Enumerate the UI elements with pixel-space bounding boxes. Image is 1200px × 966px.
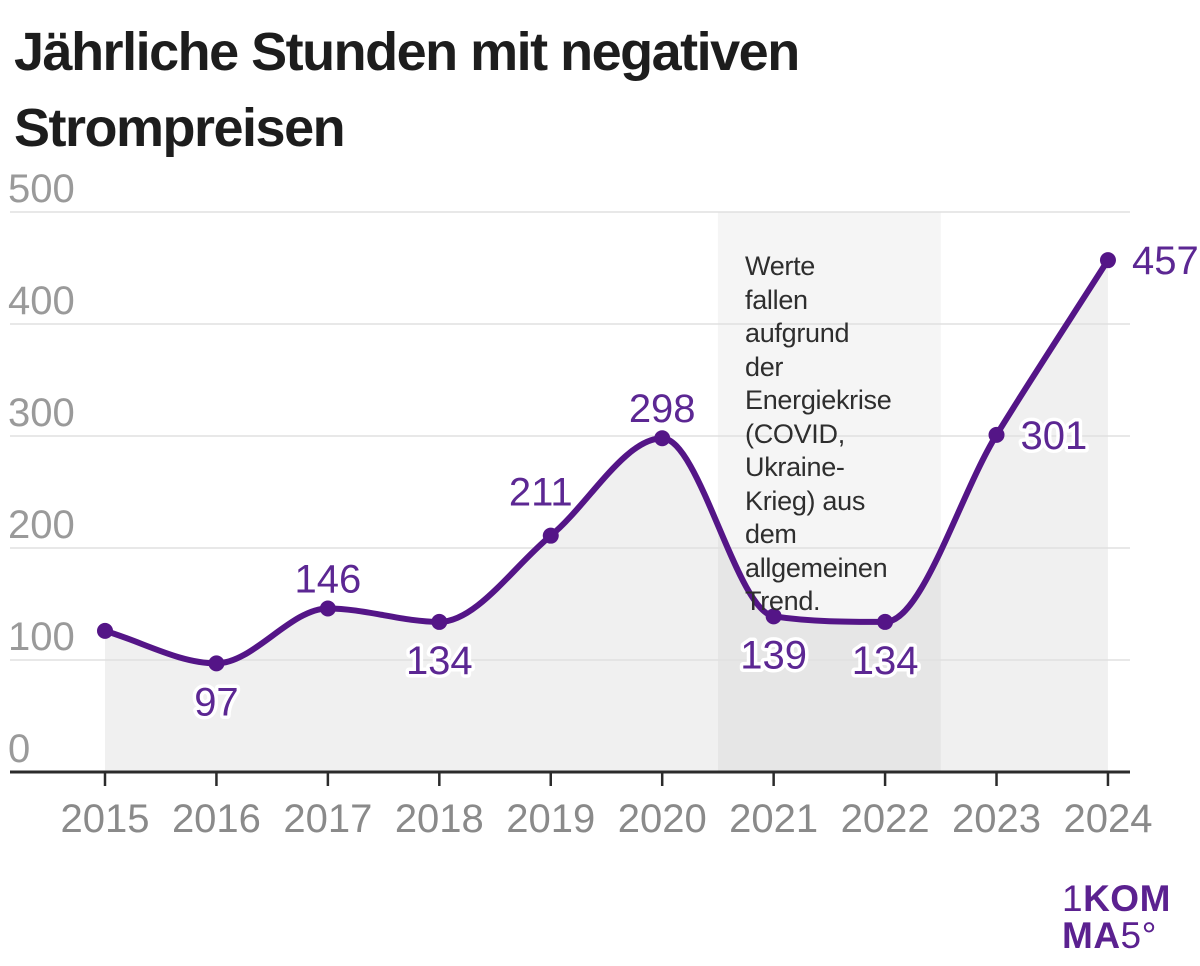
annotation-line: dem: [745, 519, 797, 549]
data-point-2023: [988, 426, 1005, 443]
data-point-2019: [542, 527, 559, 544]
x-axis-tick-label: 2018: [395, 797, 484, 841]
y-axis-tick-label: 400: [8, 279, 75, 323]
x-axis-tick-label: 2024: [1063, 797, 1152, 841]
annotation-line: Ukraine-: [745, 452, 845, 482]
logo-text-part: KOM: [1083, 878, 1171, 919]
annotation-text: Werte fallen aufgrund der Energiekrise (COVID…: [745, 250, 930, 619]
y-axis-tick-label: 300: [8, 391, 75, 435]
x-axis-tick-label: 2021: [729, 797, 818, 841]
x-axis-tick-label: 2015: [61, 797, 150, 841]
data-point-2021: [765, 608, 782, 625]
data-label-2020: 298: [629, 387, 696, 431]
annotation-line: Trend.: [745, 586, 821, 616]
data-point-2016: [208, 655, 225, 672]
logo-text-part: MA: [1062, 915, 1121, 956]
x-axis-tick-label: 2016: [172, 797, 261, 841]
annotation-line: der: [745, 351, 784, 382]
x-axis-tick-label: 2017: [283, 797, 372, 841]
y-axis-tick-label: 200: [8, 503, 75, 547]
chart-title-line2: Strompreisen: [14, 98, 346, 158]
data-label-2019: 211: [509, 471, 573, 515]
data-point-2022: [877, 613, 894, 630]
logo-text-part: 1: [1062, 878, 1084, 919]
data-label-2022: 134: [852, 639, 919, 683]
annotation-line: fallen: [745, 284, 808, 315]
chart-title: Jährliche Stunden mit negativen Strompre…: [14, 14, 800, 166]
annotation-line: Krieg) aus: [745, 485, 866, 516]
annotation-line: allgemeinen: [745, 552, 888, 583]
data-point-2017: [319, 600, 336, 617]
annotation-line: (COVID,: [745, 418, 845, 449]
chart-title-line1: Jährliche Stunden mit negativen: [14, 22, 800, 82]
data-point-2018: [431, 613, 448, 630]
data-label-2018: 134: [406, 639, 473, 683]
highlight-band: [717, 212, 941, 772]
data-label-2021: 139: [740, 633, 807, 677]
data-label-2024: 457: [1132, 239, 1199, 283]
data-point-2020: [654, 430, 671, 447]
logo-line2: MA5°: [1062, 917, 1171, 954]
logo-text-part: 5°: [1120, 915, 1157, 956]
x-axis-tick-label: 2019: [506, 797, 595, 841]
y-axis-tick-label: 100: [8, 615, 75, 659]
data-point-2024: [1099, 252, 1116, 269]
annotation-line: Energiekrise: [745, 385, 892, 415]
x-axis-tick-label: 2022: [841, 797, 930, 841]
trend-line: [102, 257, 1111, 667]
data-label-2016: 97: [194, 680, 239, 724]
x-axis-tick-label: 2023: [952, 797, 1041, 841]
data-point-2015: [97, 622, 113, 639]
logo-1komma5: 1KOM MA5°: [1062, 880, 1171, 954]
x-axis-tick-label: 2020: [618, 797, 707, 841]
y-axis-tick-label: 0: [8, 727, 30, 771]
y-axis-tick-label: 500: [8, 167, 75, 211]
area-fill: [105, 260, 1108, 771]
annotation-line: aufgrund: [745, 318, 850, 348]
logo-line1: 1KOM: [1062, 880, 1171, 917]
annotation-line: Werte: [745, 251, 816, 281]
data-label-2017: 146: [295, 557, 362, 601]
data-label-2023: 301: [1021, 414, 1088, 458]
